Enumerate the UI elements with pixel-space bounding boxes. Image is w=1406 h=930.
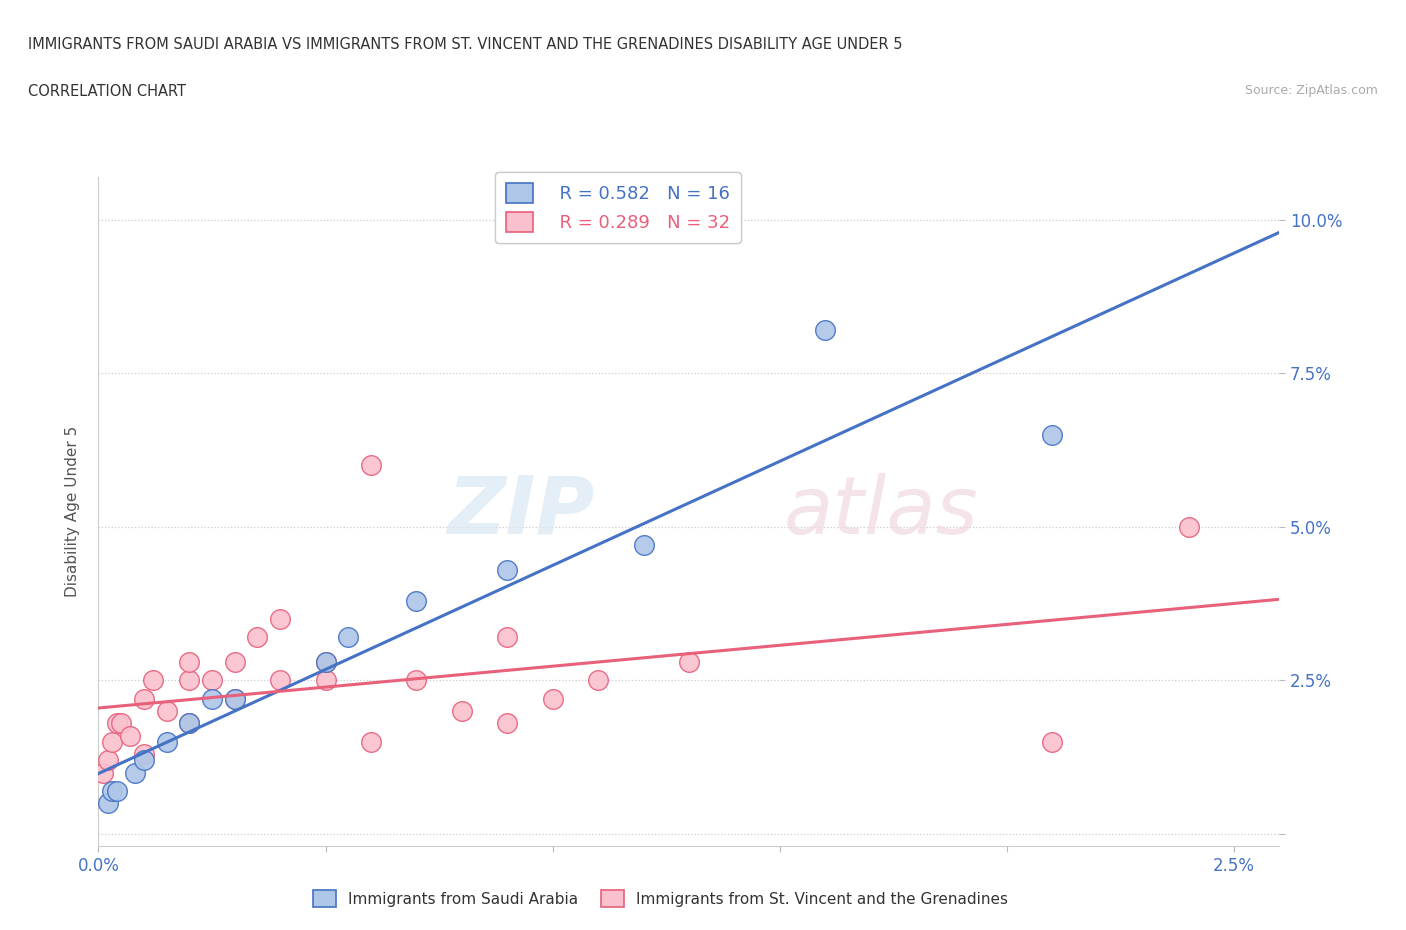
Point <box>155 735 177 750</box>
Point <box>224 655 246 670</box>
Text: atlas: atlas <box>783 472 979 551</box>
Point <box>405 593 427 608</box>
Point <box>96 796 118 811</box>
Point <box>179 673 201 688</box>
Point <box>360 458 382 472</box>
Point <box>337 630 360 644</box>
Point <box>405 673 427 688</box>
Point <box>179 655 201 670</box>
Point <box>96 753 118 768</box>
Point <box>91 765 114 780</box>
Point <box>201 673 224 688</box>
Legend: Immigrants from Saudi Arabia, Immigrants from St. Vincent and the Grenadines: Immigrants from Saudi Arabia, Immigrants… <box>307 884 1015 913</box>
Text: ZIP: ZIP <box>447 472 595 551</box>
Point <box>155 704 177 719</box>
Point <box>496 563 519 578</box>
Point <box>224 691 246 706</box>
Point <box>678 655 700 670</box>
Point <box>360 735 382 750</box>
Point <box>179 716 201 731</box>
Point <box>105 784 128 799</box>
Point <box>142 673 165 688</box>
Point <box>496 716 519 731</box>
Point <box>269 612 291 627</box>
Point <box>586 673 609 688</box>
Legend:   R = 0.582   N = 16,   R = 0.289   N = 32: R = 0.582 N = 16, R = 0.289 N = 32 <box>495 172 741 243</box>
Point <box>201 691 224 706</box>
Point <box>1040 427 1063 442</box>
Point <box>246 630 269 644</box>
Point <box>315 655 337 670</box>
Point <box>179 716 201 731</box>
Point <box>132 753 155 768</box>
Text: Source: ZipAtlas.com: Source: ZipAtlas.com <box>1244 84 1378 97</box>
Point <box>110 716 132 731</box>
Point <box>120 728 142 743</box>
Point <box>101 784 124 799</box>
Point <box>1177 520 1199 535</box>
Point <box>224 691 246 706</box>
Point <box>101 735 124 750</box>
Point <box>269 673 291 688</box>
Point <box>814 323 837 338</box>
Text: IMMIGRANTS FROM SAUDI ARABIA VS IMMIGRANTS FROM ST. VINCENT AND THE GRENADINES D: IMMIGRANTS FROM SAUDI ARABIA VS IMMIGRAN… <box>28 37 903 52</box>
Point <box>315 673 337 688</box>
Point <box>132 747 155 762</box>
Point <box>450 704 472 719</box>
Y-axis label: Disability Age Under 5: Disability Age Under 5 <box>65 426 80 597</box>
Text: CORRELATION CHART: CORRELATION CHART <box>28 84 186 99</box>
Point <box>105 716 128 731</box>
Point <box>633 538 655 552</box>
Point <box>132 691 155 706</box>
Point <box>496 630 519 644</box>
Point <box>1040 735 1063 750</box>
Point <box>541 691 564 706</box>
Point <box>315 655 337 670</box>
Point <box>124 765 146 780</box>
